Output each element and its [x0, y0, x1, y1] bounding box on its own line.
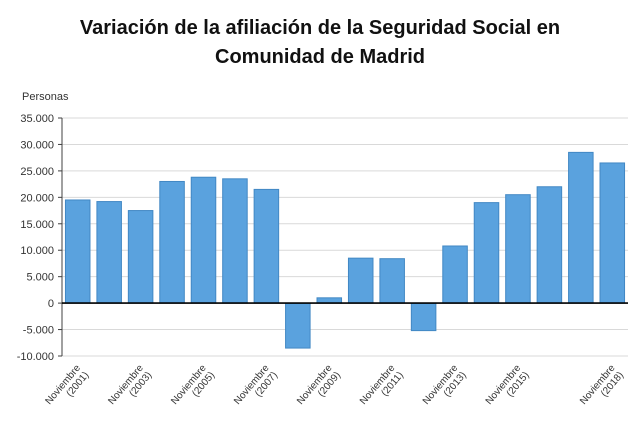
bar-chart-svg: 35.000 30.000 25.000 20.000 15.000 10.000 5.00… [17, 113, 628, 415]
bar-2004 [159, 180, 185, 304]
y-tick-label: 35.000 [20, 113, 54, 125]
x-tick-label-2003: Noviembre(2003) [106, 363, 154, 415]
x-tick-label-2001: Noviembre(2001) [44, 363, 92, 415]
bar-2005 [190, 176, 217, 304]
bar-2013 [442, 245, 468, 304]
x-tick-label-2009: Noviembre(2009) [295, 363, 343, 415]
bar-2014 [473, 202, 500, 304]
bar-chart: 35.000 30.000 25.000 20.000 15.000 10.000 5.00… [0, 104, 640, 431]
bar-2011 [379, 258, 405, 304]
y-tick-label: 30.000 [20, 139, 54, 151]
bar-2018 [599, 162, 626, 304]
y-tick-label: 10.000 [20, 245, 54, 257]
y-tick-label: 5.000 [26, 272, 54, 284]
y-tick-label: 25.000 [20, 166, 54, 178]
bar-2017 [568, 151, 594, 304]
bar-2001 [64, 199, 91, 304]
y-tick-label: 15.000 [20, 219, 54, 231]
bar-2008 [285, 302, 311, 349]
x-tick-label-2015: Noviembre(2015) [484, 363, 532, 415]
x-tick-label-2007: Noviembre(2007) [232, 363, 280, 415]
bar-2003 [127, 210, 154, 304]
bar-2016 [536, 186, 563, 304]
y-tick-label: -5.000 [23, 325, 54, 337]
x-tick-label-2005: Noviembre(2005) [169, 363, 217, 415]
x-tick-label-2018: Noviembre(2018) [578, 363, 626, 415]
y-tick-label: 0 [48, 298, 54, 310]
x-tick-label-2013: Noviembre(2013) [421, 363, 469, 415]
bar-2010 [347, 257, 374, 304]
bar-2012 [410, 302, 437, 332]
chart-title: Variación de la afiliación de la Segurid… [79, 17, 561, 68]
y-axis-label: Personas [22, 91, 69, 103]
x-tick-label-2011: Noviembre(2011) [358, 363, 406, 415]
y-tick-label: 20.000 [20, 192, 54, 204]
bar-2015 [505, 194, 531, 304]
y-tick-label: -10.000 [17, 351, 54, 363]
bar-2006 [222, 178, 248, 304]
bar-2007 [253, 188, 280, 304]
bar-2002 [96, 201, 122, 304]
